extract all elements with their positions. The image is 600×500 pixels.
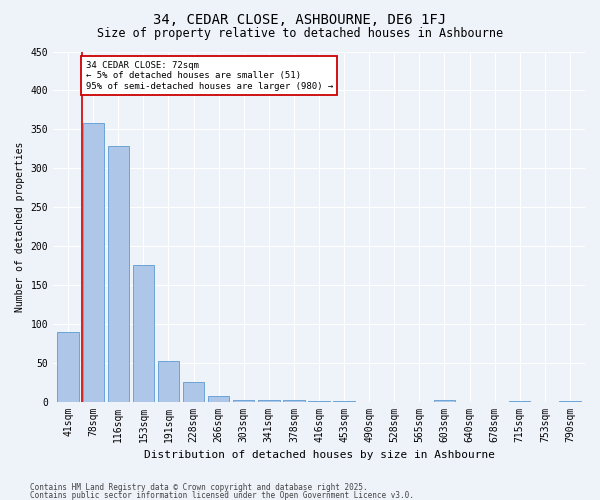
Bar xyxy=(58,332,79,402)
Bar xyxy=(107,146,129,402)
Text: 34, CEDAR CLOSE, ASHBOURNE, DE6 1FJ: 34, CEDAR CLOSE, ASHBOURNE, DE6 1FJ xyxy=(154,12,446,26)
Bar xyxy=(509,401,530,402)
X-axis label: Distribution of detached houses by size in Ashbourne: Distribution of detached houses by size … xyxy=(143,450,494,460)
Bar xyxy=(283,400,305,402)
Bar xyxy=(208,396,229,402)
Text: Contains public sector information licensed under the Open Government Licence v3: Contains public sector information licen… xyxy=(30,490,414,500)
Bar xyxy=(308,401,329,402)
Text: 34 CEDAR CLOSE: 72sqm
← 5% of detached houses are smaller (51)
95% of semi-detac: 34 CEDAR CLOSE: 72sqm ← 5% of detached h… xyxy=(86,61,333,90)
Y-axis label: Number of detached properties: Number of detached properties xyxy=(15,142,25,312)
Bar xyxy=(434,400,455,402)
Bar xyxy=(83,123,104,402)
Bar xyxy=(158,361,179,402)
Bar xyxy=(559,401,581,402)
Bar xyxy=(133,266,154,402)
Bar xyxy=(258,400,280,402)
Text: Contains HM Land Registry data © Crown copyright and database right 2025.: Contains HM Land Registry data © Crown c… xyxy=(30,484,368,492)
Bar xyxy=(334,401,355,402)
Bar xyxy=(183,382,204,402)
Text: Size of property relative to detached houses in Ashbourne: Size of property relative to detached ho… xyxy=(97,28,503,40)
Bar xyxy=(233,400,254,402)
